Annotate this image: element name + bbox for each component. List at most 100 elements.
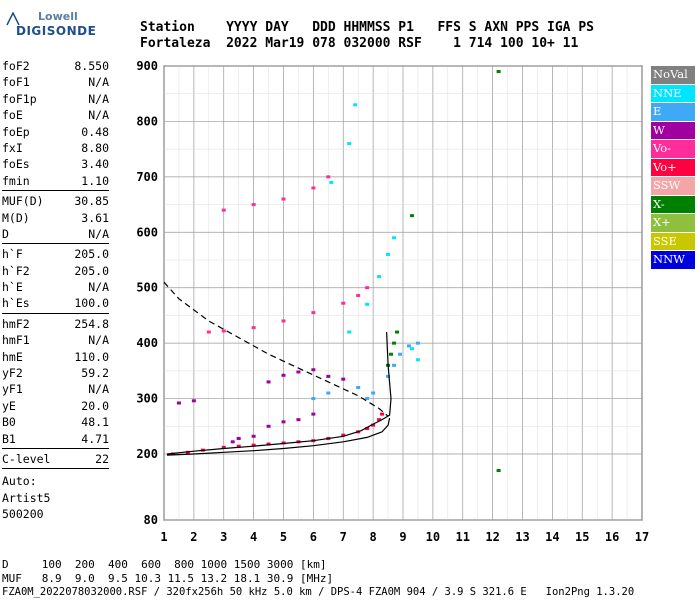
param-row: M(D) 3.61 [2,210,109,226]
param-row: hmF1 N/A [2,332,109,348]
param-value: N/A [88,226,109,241]
data-point [221,208,226,212]
logo-line1: Lowell [38,10,78,23]
param-divider [2,243,109,245]
legend-item: NoVal [651,66,695,84]
param-label: h`E [2,280,23,295]
data-point [392,236,397,240]
param-row: MUF(D) 30.85 [2,193,109,209]
y-tick-label: 800 [136,114,158,128]
data-point [347,142,352,146]
data-point [496,469,501,472]
data-point [236,436,241,440]
chart-marks [170,70,501,472]
x-tick-label: 17 [635,530,649,544]
data-point [392,341,397,345]
data-point [365,286,370,290]
param-label: M(D) [2,210,30,225]
data-point [347,330,352,334]
logo-line2: DIGISONDE [16,24,97,38]
x-tick-label: 12 [485,530,499,544]
data-point [371,391,376,395]
data-point [230,440,235,444]
x-tick-label: 5 [280,530,287,544]
data-point [281,373,286,377]
param-row: foF1 N/A [2,74,109,90]
header-label-flags: FFS S AXN PPS IGA PS [437,20,594,35]
param-row: B1 4.71 [2,431,109,447]
param-label: hmF2 [2,316,30,331]
header-label-station: Station [140,20,195,35]
data-point [392,363,397,367]
y-tick-label: 600 [136,225,158,239]
data-point [409,214,414,218]
data-point [191,399,196,403]
param-label: foEs [2,157,30,172]
data-point [386,374,391,378]
scaled-parameters-panel: foF2 8.550 foF1 N/A foF1p N/A foE N/A foEp 0.48 fx… [2,58,109,523]
data-point [365,397,370,401]
legend-item: Vo- [651,140,695,158]
param-value: 4.71 [81,431,109,446]
data-point [176,401,181,405]
header-label-date: YYYY DAY [226,20,289,35]
param-value: 8.80 [81,140,109,155]
polarization-legend: NoVal NNE E W Vo- Vo+ SSW X- X+ SSE NNW [651,66,695,270]
data-point [415,341,420,345]
data-point [377,418,382,422]
y-tick-label: 80 [144,513,158,527]
param-divider [2,447,109,449]
legend-item: X+ [651,214,695,232]
data-point [341,433,346,437]
lowell-digisonde-logo: Lowell DIGISONDE [6,10,96,46]
param-row: foE N/A [2,107,109,123]
param-label: h`F [2,247,23,262]
param-divider [2,190,109,192]
param-row: hmE 110.0 [2,349,109,365]
x-tick-label: 10 [426,530,440,544]
legend-item: Vo+ [651,158,695,176]
param-label: foEp [2,124,30,139]
data-point [311,311,316,315]
param-label: hmE [2,349,23,364]
param-value: N/A [88,75,109,90]
data-point [311,186,316,190]
x-tick-label: 3 [220,530,227,544]
param-label: yF2 [2,366,23,381]
param-value: 3.61 [81,210,109,225]
param-label: C-level [2,451,51,466]
legend-item: E [651,103,695,121]
auto-line: 500200 [2,507,44,522]
data-point [266,442,271,446]
trace-solid-profile [166,332,392,455]
data-point [296,418,301,422]
data-point [206,330,211,334]
param-row: B0 48.1 [2,414,109,430]
data-point [356,293,361,297]
param-row: yE 20.0 [2,398,109,414]
param-value: N/A [88,91,109,106]
param-value: 20.0 [81,398,109,413]
data-point [329,180,334,184]
param-value: 254.8 [74,316,109,331]
param-label: foF2 [2,59,30,73]
param-divider [2,312,109,314]
param-row: h`F 205.0 [2,246,109,262]
data-point [326,374,331,378]
data-point [415,358,420,362]
param-row: foEp 0.48 [2,124,109,140]
data-point [386,252,391,256]
x-tick-label: 16 [605,530,619,544]
data-point [266,424,271,428]
param-label: MUF(D) [2,194,44,209]
legend-item: SSW [651,177,695,195]
data-point [409,347,414,351]
data-point [353,103,358,107]
trace-solid-lower [166,417,391,456]
data-point [356,385,361,389]
footer-file-info: FZA0M_2022078032000.RSF / 320fx256h 50 k… [2,586,635,598]
y-tick-label: 900 [136,59,158,73]
data-point [170,452,175,456]
param-value: N/A [88,280,109,295]
data-point [380,412,385,416]
